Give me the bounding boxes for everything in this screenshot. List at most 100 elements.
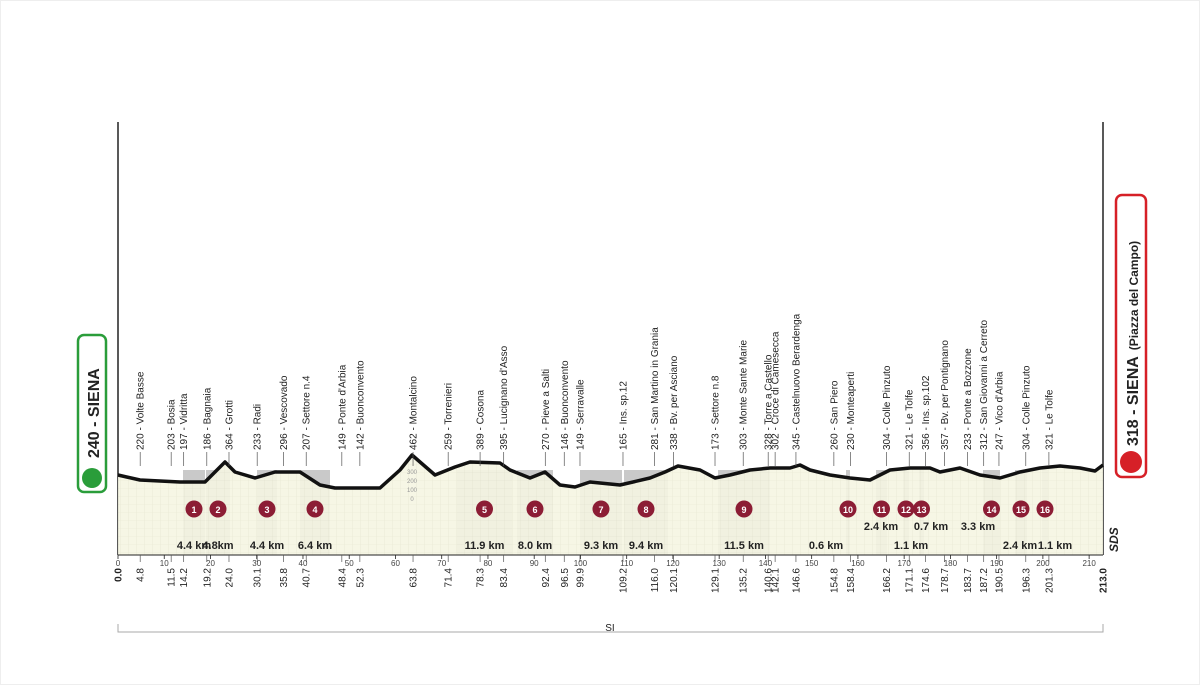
sector-number: 13 [916,505,926,515]
sector-marker [476,500,493,518]
waypoint-km: 120.1 [669,568,680,593]
waypoint-km: 142.1 [771,568,782,593]
waypoint-km: 140.6 [764,568,775,593]
axis-tick-label: 50 [345,559,354,568]
waypoint-label: 142 - Buonconvento [355,360,366,450]
waypoint-label: 259 - Torrenieri [444,383,455,450]
waypoint-label: 304 - Colle Pinzuto [882,365,893,450]
finish-icon [1120,451,1142,473]
waypoint-label: 302 - Croce di Camesecca [771,331,782,450]
waypoint-km: 201.3 [1044,568,1055,593]
axis-tick-label: 80 [483,559,492,568]
scale-mark: 0 [410,497,414,503]
province: SI [605,623,614,634]
waypoint-km: 109.2 [618,568,629,593]
waypoint-label: 338 - Bv. per Asciano [669,355,680,450]
scale-mark: 100 [407,488,418,494]
waypoint-label: 146 - Buonconvento [560,360,571,450]
sector-number: 2 [215,505,220,515]
sector-number: 6 [532,505,537,515]
scale-mark: 300 [407,470,418,476]
sector-length: 2.4 km [864,521,898,533]
waypoint-label: 357 - Bv. per Pontignano [940,340,951,450]
finish-label: 318 - SIENA (Piazza del Campo) [1125,241,1142,446]
finish-box [1114,193,1148,479]
sector-number: 7 [598,505,603,515]
waypoint-label: 321 - Le Tolfe [1044,389,1055,450]
sector-marker [637,500,655,518]
sector-marker [735,500,753,518]
sector-marker [913,500,930,518]
waypoint-km: 174.6 [921,568,932,593]
axis-tick-label: 120 [666,559,680,568]
sector-length: 11.5 km [724,540,764,552]
sector-marker [1036,500,1054,518]
sector-length: 3.3 km [961,521,995,533]
sector-number: 8 [643,505,648,515]
sector-length: 0.6 km [809,540,843,552]
axis-tick-label: 40 [299,559,308,568]
endpoint-km: 0.0 [114,568,125,582]
waypoint-km: 40.7 [302,568,313,588]
sector-marker [897,500,915,518]
waypoint-label: 165 - Ins. sp.12 [618,381,629,450]
finish-name: 318 - SIENA [1125,356,1142,446]
sector-marker [873,500,890,518]
sector-marker [592,500,610,518]
waypoint-km: 146.6 [791,568,802,593]
sector-number: 12 [901,505,911,515]
waypoint-label: 328 - Torre a Castello [764,354,775,450]
sector-marker [1012,500,1030,518]
axis-tick-label: 170 [897,559,911,568]
waypoint-label: 233 - Ponte a Bozzone [963,348,974,450]
sector-marker [839,500,857,518]
sector-length: 2.4 km [1003,540,1037,552]
waypoint-km: 171.1 [905,568,916,593]
axis-tick-label: 150 [805,559,819,568]
sector-length: 8.0 km [518,540,552,552]
sector-number: 4 [312,505,317,515]
waypoint-km: 183.7 [963,568,974,593]
sector-number: 14 [986,505,996,515]
waypoint-km: 35.8 [279,568,290,588]
sector-number: 1 [191,505,196,515]
axis-tick-label: 10 [160,559,169,568]
waypoint-label: 321 - Le Tolfe [905,389,916,450]
waypoint-label: 312 - San Giovanni a Cerreto [979,319,990,450]
waypoint-km: 11.5 [167,568,178,587]
sector-number: 16 [1040,505,1050,515]
waypoint-km: 129.1 [711,568,722,593]
waypoint-km: 24.0 [224,568,235,588]
waypoint-km: 19.2 [202,568,213,588]
sector-marker [983,500,1000,518]
waypoint-km: 14.2 [179,568,190,588]
waypoint-km: 4.8 [136,568,147,582]
waypoint-label: 233 - Radi [253,404,264,450]
axis-tick-label: 110 [620,559,633,568]
waypoint-label: 304 - Colle Pinzuto [1021,365,1032,450]
waypoint-km: 99.9 [575,568,586,588]
province-bracket [117,624,1104,633]
axis-tick-label: 130 [712,559,726,568]
sector-length: 0.7 km [914,521,948,533]
sector-length: 6.4 km [298,540,332,552]
axis-tick-label: 100 [574,559,588,568]
axis-tick-label: 0 [116,559,121,568]
waypoint-label: 303 - Monte Sante Marie [739,340,750,450]
sector-length: 1.1 km [894,540,928,552]
waypoint-label: 296 - Vescovado [279,375,290,450]
waypoint-label: 230 - Monteaperti [846,372,857,450]
waypoint-label: 149 - Serravalle [575,379,586,450]
waypoint-km: 116.0 [650,568,661,593]
waypoint-label: 389 - Cosona [476,390,487,450]
sector-length: 4.4 km [177,540,211,552]
waypoint-label: 247 - Vico d'Arbia [994,371,1005,450]
axis-tick-label: 60 [391,559,400,568]
scale-mark: 200 [407,479,418,485]
sector-marker [209,500,227,518]
endpoint-km: 213.0 [1099,568,1110,593]
sector-number: 11 [877,505,887,515]
axis-tick-label: 20 [206,559,215,568]
waypoint-km: 96.5 [560,568,571,588]
